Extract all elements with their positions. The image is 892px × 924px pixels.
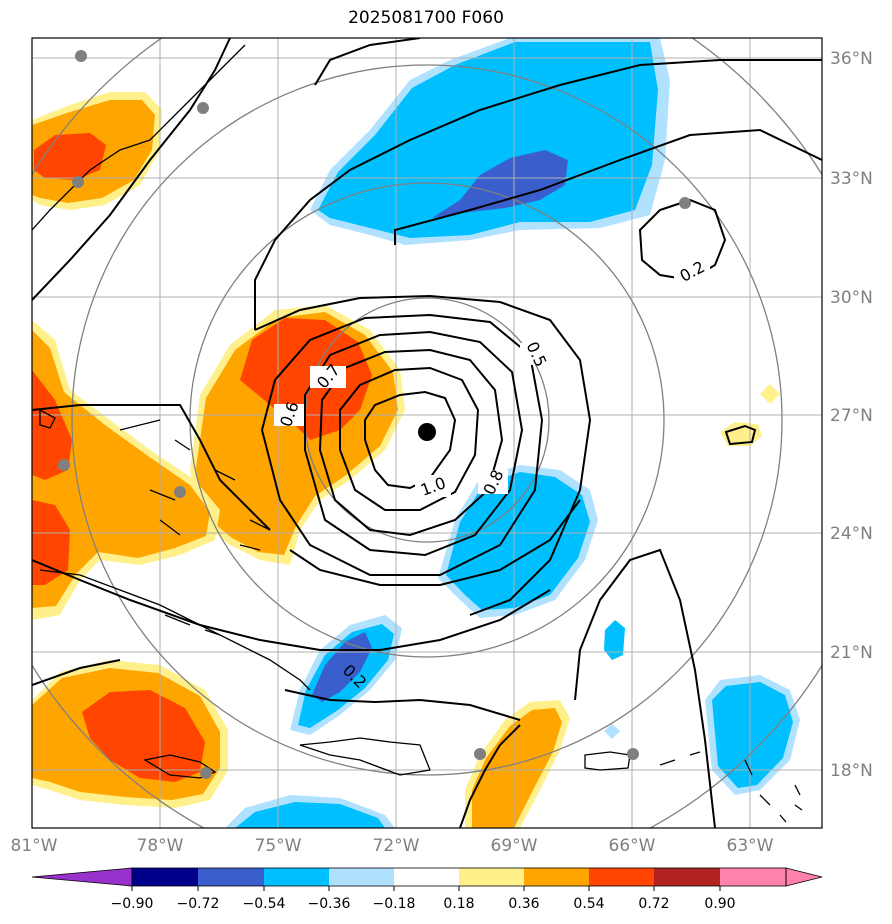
lon-label: 75°W xyxy=(255,836,302,856)
colorbar-tick-label: 0.90 xyxy=(704,896,735,912)
colorbar-tick-label: 0.18 xyxy=(443,896,474,912)
storm-center-marker xyxy=(418,423,436,441)
contour-upper-2 xyxy=(394,128,822,245)
contour-0-8 xyxy=(318,348,504,537)
station-dot xyxy=(174,486,186,498)
contour-west-2 xyxy=(32,404,271,531)
colorbar-tick-label: −0.90 xyxy=(111,896,154,912)
lon-label: 66°W xyxy=(609,836,656,856)
colorbar: −0.90 −0.72 −0.54 −0.36 −0.18 0.18 0.36 … xyxy=(31,867,823,912)
lon-label: 72°W xyxy=(373,836,420,856)
station-dot xyxy=(474,748,486,760)
bahamas-islands xyxy=(119,419,271,551)
colorbar-tick-label: −0.54 xyxy=(243,896,286,912)
florida-keys xyxy=(39,408,56,429)
lon-label: 69°W xyxy=(491,836,538,856)
lat-label: 30°N xyxy=(830,288,873,308)
station-dot xyxy=(197,102,209,114)
negative-area-bottom-inner xyxy=(235,802,385,828)
latitude-labels: 36°N 33°N 30°N 27°N 24°N 21°N 18°N xyxy=(830,49,873,781)
negative-area-east-inner xyxy=(446,472,590,610)
lat-label: 33°N xyxy=(830,169,873,189)
colorbar-tick-label: −0.36 xyxy=(308,896,351,912)
colorbar-swatch xyxy=(654,868,720,886)
lat-label: 36°N xyxy=(830,49,873,69)
station-dot xyxy=(679,197,691,209)
lat-label: 27°N xyxy=(830,406,873,426)
contour-vertical-east xyxy=(574,548,716,828)
contour-upper-3 xyxy=(314,38,421,86)
small-negative-blob xyxy=(604,620,625,660)
station-markers xyxy=(58,50,691,779)
contour-small-east xyxy=(724,424,757,446)
positive-core-central xyxy=(240,318,372,440)
lon-label: 63°W xyxy=(727,836,774,856)
positive-area-west-inner xyxy=(32,330,210,608)
contour-0-6 xyxy=(260,313,544,576)
colorbar-tick-label: 0.54 xyxy=(573,896,604,912)
lat-label: 18°N xyxy=(830,761,873,781)
hispaniola-coast xyxy=(299,737,431,776)
contour-0-4 xyxy=(289,499,581,586)
lon-label: 81°W xyxy=(11,836,58,856)
positive-spot-east-2 xyxy=(760,384,780,404)
colorbar-tick-label: −0.18 xyxy=(373,896,416,912)
negative-area-north-inner xyxy=(318,42,658,238)
station-dot xyxy=(200,767,212,779)
station-dot xyxy=(75,50,87,62)
positive-area-south-inner xyxy=(472,708,562,828)
tiny-negative-diamond xyxy=(604,724,620,739)
map-frame xyxy=(31,37,823,829)
lesser-antilles xyxy=(659,751,803,823)
map-plot-area: 0.2 0.5 0.6 0.7 0.8 1.0 0.2 xyxy=(32,38,822,828)
negative-area-southeast-inner xyxy=(712,682,793,788)
station-dot xyxy=(58,459,70,471)
shaded-anomaly-fields xyxy=(32,38,800,828)
negative-core-north xyxy=(432,150,568,218)
colorbar-tick-label: 0.36 xyxy=(508,896,539,912)
colorbar-extend-low xyxy=(31,867,133,887)
contour-0-2-bottom xyxy=(284,689,521,721)
colorbar-tick-label: 0.72 xyxy=(638,896,669,912)
contour-1-0 xyxy=(364,390,457,490)
puerto-rico-coast xyxy=(584,751,631,771)
colorbar-swatch xyxy=(394,868,459,886)
colorbar-swatch xyxy=(720,868,786,886)
contour-west-1 xyxy=(32,38,231,301)
contour-0-5 xyxy=(254,294,592,616)
colorbar-swatch xyxy=(198,868,264,886)
contour-upper-1 xyxy=(254,59,822,330)
colorbar-swatch xyxy=(524,868,589,886)
lat-label: 24°N xyxy=(830,524,873,544)
lon-label: 78°W xyxy=(137,836,184,856)
contour-0-2-right xyxy=(638,198,727,282)
us-east-coast xyxy=(32,44,246,231)
colorbar-swatch xyxy=(264,868,329,886)
pressure-contours xyxy=(32,38,822,828)
contour-0-7 xyxy=(304,330,524,557)
colorbar-swatch xyxy=(589,868,654,886)
colorbar-swatch xyxy=(132,868,198,886)
station-dot xyxy=(72,176,84,188)
colorbar-swatch xyxy=(329,868,394,886)
positive-core-southwest xyxy=(82,690,205,782)
map-title: 2025081700 F060 xyxy=(348,8,504,28)
colorbar-extend-high xyxy=(785,867,823,887)
jamaica-coast xyxy=(143,754,217,779)
contour-0-9 xyxy=(339,366,480,511)
colorbar-swatch xyxy=(459,868,524,886)
contour-0-3 xyxy=(32,559,551,651)
colorbar-tick-label: −0.72 xyxy=(177,896,220,912)
station-dot xyxy=(627,748,639,760)
longitude-labels: 81°W 78°W 75°W 72°W 69°W 66°W 63°W xyxy=(11,836,774,856)
lat-label: 21°N xyxy=(830,643,873,663)
contour-bottom-left xyxy=(32,659,521,828)
